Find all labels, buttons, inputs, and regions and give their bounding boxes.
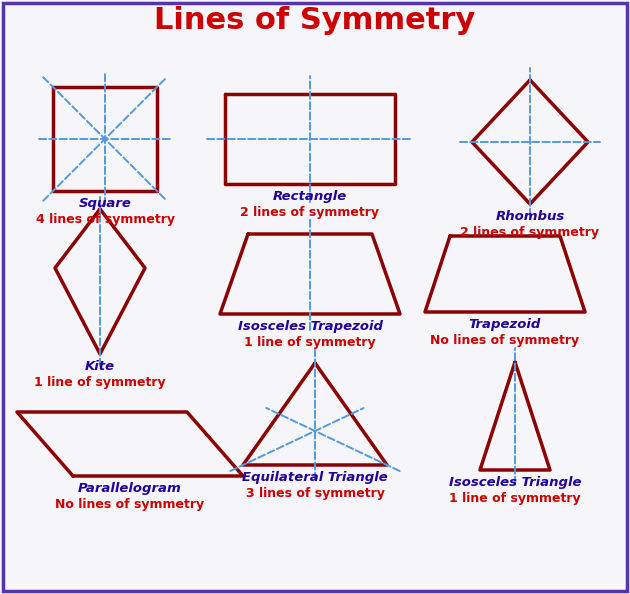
Text: 1 line of symmetry: 1 line of symmetry [34,376,166,389]
Text: 2 lines of symmetry: 2 lines of symmetry [241,206,379,219]
Text: Trapezoid: Trapezoid [469,318,541,331]
Text: Isosceles Trapezoid: Isosceles Trapezoid [238,320,382,333]
Text: Kite: Kite [85,360,115,373]
Text: 3 lines of symmetry: 3 lines of symmetry [246,487,384,500]
Text: Equilateral Triangle: Equilateral Triangle [242,471,388,484]
Text: Rhombus: Rhombus [495,210,564,223]
Text: Isosceles Triangle: Isosceles Triangle [449,476,581,489]
Text: No lines of symmetry: No lines of symmetry [430,334,580,347]
Text: 1 line of symmetry: 1 line of symmetry [244,336,376,349]
Text: Lines of Symmetry: Lines of Symmetry [154,6,476,35]
Text: 2 lines of symmetry: 2 lines of symmetry [461,226,600,239]
Text: Square: Square [79,197,132,210]
Text: 1 line of symmetry: 1 line of symmetry [449,492,581,505]
Text: No lines of symmetry: No lines of symmetry [55,498,205,511]
Text: Rectangle: Rectangle [273,190,347,203]
Text: 4 lines of symmetry: 4 lines of symmetry [35,213,175,226]
Text: Parallelogram: Parallelogram [78,482,182,495]
